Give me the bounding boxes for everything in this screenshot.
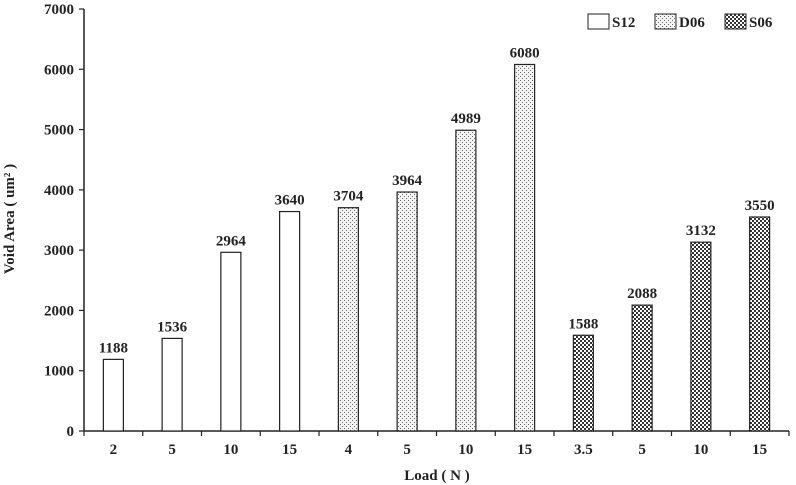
- x-tick-label: 15: [282, 442, 297, 458]
- data-label: 3964: [392, 173, 423, 189]
- x-tick-label: 5: [403, 442, 411, 458]
- y-tick-label: 6000: [44, 62, 74, 78]
- y-tick-label: 2000: [44, 303, 74, 319]
- y-tick-label: 5000: [44, 123, 74, 139]
- x-tick-label: 15: [517, 442, 532, 458]
- plot-area: 0 1000 2000 3000 4000 5000 6000 7000 2 5 10 15 4 5 10 1…: [44, 2, 790, 458]
- x-tick-label: 4: [345, 442, 353, 458]
- data-label: 6080: [510, 45, 540, 61]
- data-label: 2088: [627, 286, 657, 302]
- data-label: 3704: [333, 189, 364, 205]
- data-label: 3132: [686, 223, 716, 239]
- data-label: 3640: [275, 193, 305, 209]
- bar-s12: [220, 251, 242, 432]
- x-tick-label: 3.5: [574, 442, 593, 458]
- x-tick-label: 10: [223, 442, 238, 458]
- y-tick-label: 3000: [44, 243, 74, 259]
- data-label: 1588: [568, 316, 598, 332]
- y-tick-label: 4000: [44, 183, 74, 199]
- legend-swatch-d06: [654, 13, 677, 30]
- bar-s06: [690, 241, 712, 432]
- legend-label-d06: D06: [679, 15, 705, 31]
- data-label: 4989: [451, 111, 481, 127]
- legend-swatch-s12: [587, 13, 610, 30]
- x-tick-label: 10: [693, 442, 708, 458]
- bar-d06: [396, 191, 418, 432]
- y-tick-label: 7000: [44, 2, 74, 18]
- x-tick-label: 10: [458, 442, 473, 458]
- legend: S12 D06 S06: [587, 13, 773, 31]
- bar-s06: [749, 216, 771, 432]
- bar-s12: [161, 337, 183, 432]
- legend-label-s06: S06: [749, 15, 773, 31]
- bar-d06: [514, 63, 536, 432]
- bar-s06: [572, 334, 594, 432]
- bar-s06: [631, 304, 653, 432]
- x-tick-label: 5: [168, 442, 176, 458]
- bar-s12: [102, 358, 124, 432]
- y-tick-label: 0: [67, 424, 75, 440]
- y-axis-title-group: Void Area ( um² ): [2, 164, 18, 274]
- bar-d06: [337, 207, 359, 432]
- x-tick-label: 2: [110, 442, 118, 458]
- data-label: 2964: [216, 233, 247, 249]
- legend-swatch-s06: [724, 13, 747, 30]
- y-axis-title: Void Area ( um² ): [2, 164, 18, 274]
- y-tick-label: 1000: [44, 364, 74, 380]
- data-label: 1188: [99, 340, 128, 356]
- x-axis-title: Load ( N ): [404, 468, 469, 484]
- bar-s12: [279, 210, 301, 432]
- bar-d06: [455, 129, 477, 432]
- data-label: 1536: [157, 319, 188, 335]
- legend-label-s12: S12: [612, 15, 635, 31]
- x-tick-label: 5: [638, 442, 646, 458]
- data-label: 3550: [745, 198, 775, 214]
- x-tick-label: 15: [752, 442, 767, 458]
